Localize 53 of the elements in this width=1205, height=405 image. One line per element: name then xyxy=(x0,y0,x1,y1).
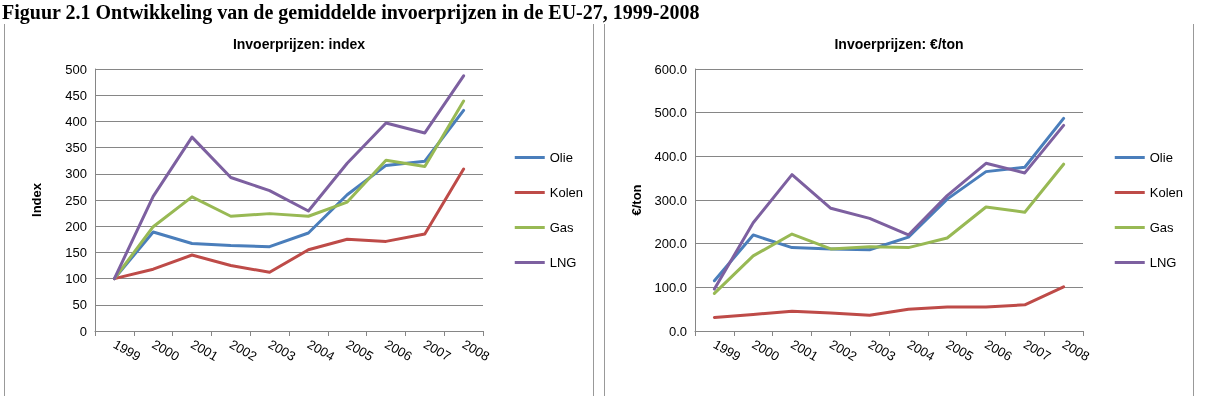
x-tick-label: 1999 xyxy=(710,336,744,364)
x-tick-label: 2001 xyxy=(788,336,821,364)
x-tick-label: 2003 xyxy=(865,336,899,364)
y-tick-label: 200.0 xyxy=(654,236,687,252)
legend-label: Gas xyxy=(1149,220,1175,235)
y-tick-label: 300.0 xyxy=(654,192,687,208)
x-tick-label: 2001 xyxy=(188,336,221,364)
y-tick-label: 400.0 xyxy=(654,148,687,164)
x-tick-label: 2007 xyxy=(1021,336,1054,364)
chart-title: Invoerprijzen: €/ton xyxy=(834,36,964,52)
x-tick-label: 2003 xyxy=(265,336,299,364)
legend-label: Kolen xyxy=(1149,185,1183,200)
text: Figuur 2.1 Ontwikkeling van de gemiddelde invoerprijzen in de EU-27, 1999-2008 xyxy=(1,0,701,24)
y-tick-label: 500.0 xyxy=(654,105,687,121)
line-series xyxy=(712,285,1066,319)
x-tick-label: 2002 xyxy=(827,336,860,364)
y-tick-label: 100 xyxy=(65,271,87,287)
y-tick-label: 500 xyxy=(65,61,87,77)
legend-label: Gas xyxy=(549,220,575,235)
x-tick-label: 2000 xyxy=(749,336,782,364)
x-tick-label: 2004 xyxy=(304,336,338,364)
x-tick-label: 2005 xyxy=(943,336,976,364)
y-tick-label: 0.0 xyxy=(668,323,687,339)
y-axis-title: Index xyxy=(29,182,44,217)
y-tick-label: 250 xyxy=(65,192,87,208)
x-tick-label: 2006 xyxy=(382,336,415,364)
x-tick-label: 2007 xyxy=(421,336,454,364)
x-tick-label: 2008 xyxy=(1059,336,1093,364)
y-axis-title: €/ton xyxy=(629,184,644,216)
line-series xyxy=(712,162,1066,295)
y-tick-label: 400 xyxy=(65,113,87,129)
x-tick-label: 2004 xyxy=(904,336,938,364)
legend-label: LNG xyxy=(1149,255,1177,270)
legend-label: Kolen xyxy=(549,185,583,200)
legend-label: Olie xyxy=(1149,150,1173,165)
x-tick-label: 2005 xyxy=(343,336,376,364)
y-tick-label: 450 xyxy=(65,87,87,103)
y-tick-label: 200 xyxy=(65,218,87,234)
x-tick-label: 2000 xyxy=(149,336,182,364)
x-tick-label: 2006 xyxy=(982,336,1015,364)
y-tick-label: 50 xyxy=(72,297,87,313)
y-tick-label: 600.0 xyxy=(654,61,687,77)
x-tick-label: 2002 xyxy=(227,336,260,364)
y-tick-label: 100.0 xyxy=(654,279,687,295)
y-tick-label: 0 xyxy=(79,323,87,339)
y-tick-label: 300 xyxy=(65,166,87,182)
x-tick-label: 1999 xyxy=(110,336,144,364)
legend-label: LNG xyxy=(549,255,577,270)
x-tick-label: 2008 xyxy=(459,336,493,364)
chart-title: Invoerprijzen: index xyxy=(232,36,366,52)
legend-label: Olie xyxy=(549,150,573,165)
y-tick-label: 150 xyxy=(65,244,87,260)
y-tick-label: 350 xyxy=(65,140,87,156)
